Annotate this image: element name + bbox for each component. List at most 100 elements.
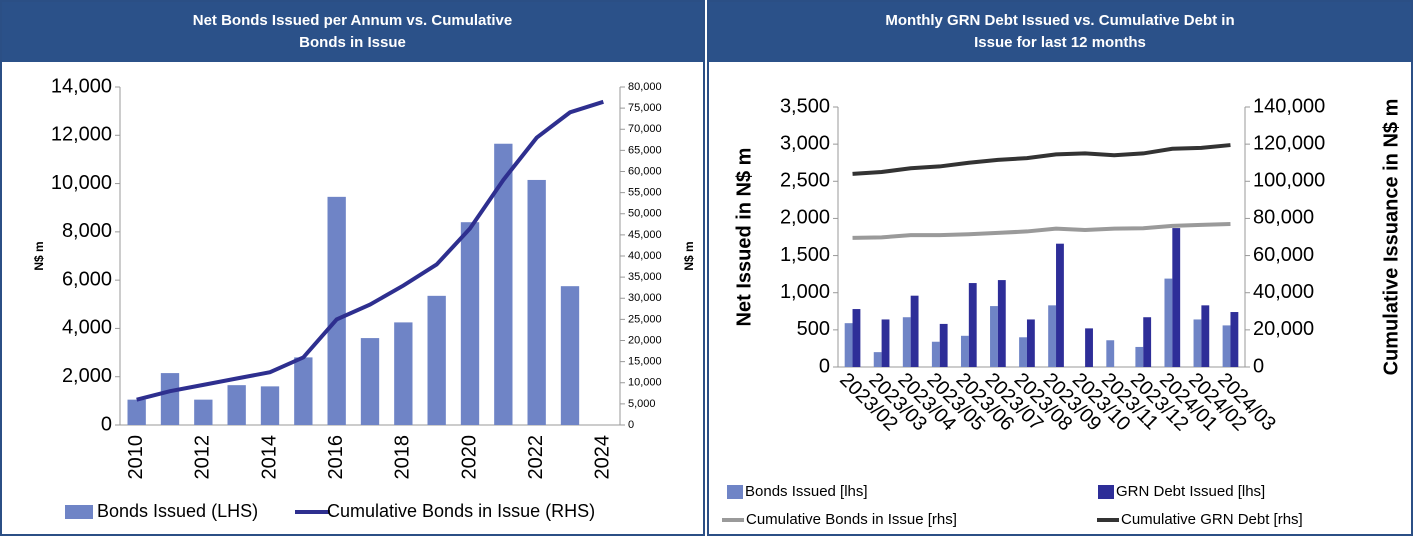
bar: [1026, 319, 1035, 367]
legend-swatch: [727, 485, 743, 499]
bar: [1085, 328, 1093, 367]
y2-tick-label: 15,000: [628, 356, 662, 368]
y-axis-title: N$ m: [32, 241, 46, 270]
y-tick-label: 8,000: [62, 220, 112, 242]
y2-tick-label: 75,000: [628, 102, 662, 114]
y-axis-title: Net Issued in N$ m: [733, 148, 755, 327]
y2-tick-label: 20,000: [628, 334, 662, 346]
bar: [902, 317, 911, 367]
y-tick-label: 3,000: [780, 132, 830, 154]
bar: [1164, 278, 1173, 367]
y2-tick-label: 10,000: [628, 377, 662, 389]
x-tick-label: 2024: [592, 435, 614, 480]
bar: [997, 280, 1006, 367]
y2-axis-title: N$ m: [682, 241, 696, 270]
y2-tick-label: 40,000: [628, 250, 662, 262]
y2-tick-label: 100,000: [1253, 170, 1325, 192]
bar: [1056, 243, 1064, 367]
y2-tick-label: 70,000: [628, 123, 662, 135]
legend-label: GRN Debt Issued [lhs]: [1116, 483, 1265, 500]
y-tick-label: 1,500: [780, 244, 830, 266]
bar: [1230, 312, 1239, 367]
bar: [227, 385, 246, 425]
x-tick-label: 2010: [125, 435, 147, 480]
bar: [327, 196, 346, 425]
x-tick-label: 2022: [525, 435, 547, 480]
y2-tick-label: 20,000: [1253, 318, 1314, 340]
bar: [873, 352, 882, 367]
bar: [1193, 319, 1202, 367]
y2-tick-label: 40,000: [1253, 281, 1314, 303]
y-tick-label: 6,000: [62, 268, 112, 290]
y-tick-label: 12,000: [51, 124, 112, 146]
bar: [260, 386, 280, 425]
x-tick-label: 2020: [458, 435, 480, 480]
y2-tick-label: 60,000: [1253, 244, 1314, 266]
bar: [527, 179, 546, 425]
y2-tick-label: 80,000: [1253, 207, 1314, 229]
legend-label: Cumulative Bonds in Issue [rhs]: [746, 511, 957, 528]
y2-tick-label: 120,000: [1253, 132, 1325, 154]
legend-swatch: [1098, 485, 1114, 499]
y2-tick-label: 60,000: [628, 165, 662, 177]
line: [136, 99, 604, 402]
bar: [360, 338, 380, 425]
y2-axis-title: Cumulative Issuance in N$ m: [1380, 99, 1402, 376]
chart-title: Monthly GRN Debt Issued vs. Cumulative D…: [885, 12, 1235, 51]
y2-tick-label: 80,000: [628, 81, 662, 93]
bar: [294, 357, 313, 425]
bar: [990, 306, 998, 367]
y-tick-label: 14,000: [51, 75, 112, 97]
bar: [194, 399, 213, 425]
y2-tick-label: 65,000: [628, 144, 662, 156]
legend-label: Cumulative Bonds in Issue (RHS): [327, 501, 595, 521]
y2-tick-label: 25,000: [628, 313, 662, 325]
y-tick-label: 10,000: [51, 172, 112, 194]
bar: [1143, 317, 1152, 367]
bar: [160, 373, 180, 425]
bar: [852, 309, 861, 367]
bar: [881, 319, 890, 367]
line: [852, 143, 1231, 176]
y2-tick-label: 50,000: [628, 208, 662, 220]
y2-tick-label: 55,000: [628, 187, 662, 199]
bar: [460, 222, 480, 425]
bar: [1019, 337, 1027, 367]
bar: [394, 322, 413, 425]
panel-header: Net Bonds Issued per Annum vs. Cumulativ…: [2, 2, 703, 62]
legend-label: Bonds Issued (LHS): [97, 501, 258, 521]
bar: [968, 283, 977, 367]
bar: [1048, 305, 1057, 367]
x-tick-label: 2014: [258, 435, 280, 480]
bar: [844, 323, 853, 367]
y-tick-label: 2,000: [62, 365, 112, 387]
panel: Net Bonds Issued per Annum vs. Cumulativ…: [0, 0, 705, 536]
bar: [427, 295, 446, 425]
y-tick-label: 0: [101, 413, 112, 435]
legend-swatch: [65, 505, 93, 519]
y-tick-label: 4,000: [62, 317, 112, 339]
y2-tick-label: 0: [628, 419, 634, 431]
legend-label: Bonds Issued [lhs]: [745, 483, 868, 500]
bar: [1135, 346, 1144, 367]
bar: [560, 286, 580, 425]
chart-title: Net Bonds Issued per Annum vs. Cumulativ…: [192, 12, 513, 51]
legend-label: Cumulative GRN Debt [rhs]: [1121, 511, 1303, 528]
bar: [910, 295, 919, 367]
x-tick-label: 2018: [392, 435, 414, 480]
y2-tick-label: 0: [1253, 355, 1264, 377]
bar: [931, 341, 940, 367]
y2-tick-label: 5,000: [628, 398, 656, 410]
bar: [1201, 305, 1210, 367]
y-tick-label: 2,000: [780, 207, 830, 229]
bar: [1172, 228, 1181, 367]
y2-tick-label: 45,000: [628, 229, 662, 241]
y2-tick-label: 140,000: [1253, 95, 1325, 117]
bar: [494, 143, 513, 425]
y-tick-label: 0: [819, 355, 830, 377]
y-tick-label: 500: [797, 318, 830, 340]
y-tick-label: 1,000: [780, 281, 830, 303]
y-tick-label: 3,500: [780, 95, 830, 117]
panel-header: Monthly GRN Debt Issued vs. Cumulative D…: [709, 2, 1411, 62]
